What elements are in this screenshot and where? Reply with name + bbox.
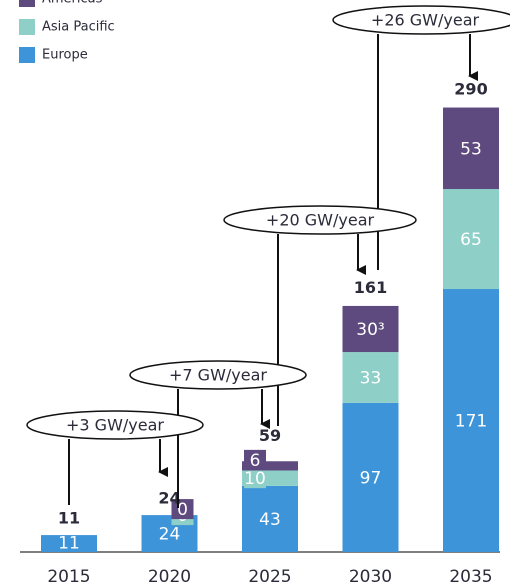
x-tick-label: 2035: [449, 567, 492, 587]
segment-label: 33: [360, 368, 382, 388]
annotation-bubble: [332, 5, 510, 35]
bar-segment: [342, 352, 399, 403]
segment-label: 65: [460, 230, 482, 250]
bar-segment: [242, 485, 298, 552]
legend-label: Europe: [42, 48, 88, 63]
segment-label: 11: [58, 534, 80, 554]
segment-label: 10: [244, 469, 266, 489]
segment-label: 6: [250, 451, 261, 471]
annotation: +7 GW/year: [169, 366, 267, 385]
total-label: 290: [454, 80, 487, 99]
segment-label: 171: [455, 412, 487, 432]
segment-label: 30³: [356, 320, 384, 340]
bar-segment: [41, 535, 97, 552]
legend-swatch: [19, 19, 35, 35]
bar-segment: [242, 461, 298, 471]
bar-segment: [342, 402, 399, 552]
legend-label: Asia Pacific: [42, 20, 115, 35]
annotation: +3 GW/year: [66, 416, 164, 435]
annotation: +26 GW/year: [371, 11, 480, 30]
total-label: 24: [158, 489, 180, 508]
segment-label: 53: [460, 139, 482, 159]
annotation: +20 GW/year: [266, 211, 375, 230]
total-label: 11: [58, 509, 80, 528]
segment-label: 24: [159, 525, 181, 545]
segment-label: 43: [259, 510, 281, 530]
total-label: 59: [259, 426, 281, 445]
segment-label-box: [244, 449, 266, 470]
legend-swatch: [19, 47, 35, 63]
x-tick-label: 2015: [47, 567, 90, 587]
annotation-bubble: [223, 205, 417, 235]
segment-label: 97: [360, 468, 382, 488]
annotation-bubble: [26, 410, 204, 440]
total-label: 161: [354, 278, 387, 297]
legend-swatch: [19, 0, 35, 7]
x-tick-label: 2025: [248, 567, 291, 587]
segment-label: 0: [177, 500, 188, 520]
bar-segment: [342, 305, 399, 353]
x-tick-label: 2030: [349, 567, 392, 587]
bar-segment: [443, 289, 499, 552]
annotation-bubble: [129, 360, 307, 390]
bar-segment: [443, 107, 499, 190]
x-tick-label: 2020: [148, 567, 191, 587]
legend-label: Americas: [42, 0, 103, 7]
segment-label-box: [244, 468, 266, 489]
bar-segment: [443, 189, 499, 290]
